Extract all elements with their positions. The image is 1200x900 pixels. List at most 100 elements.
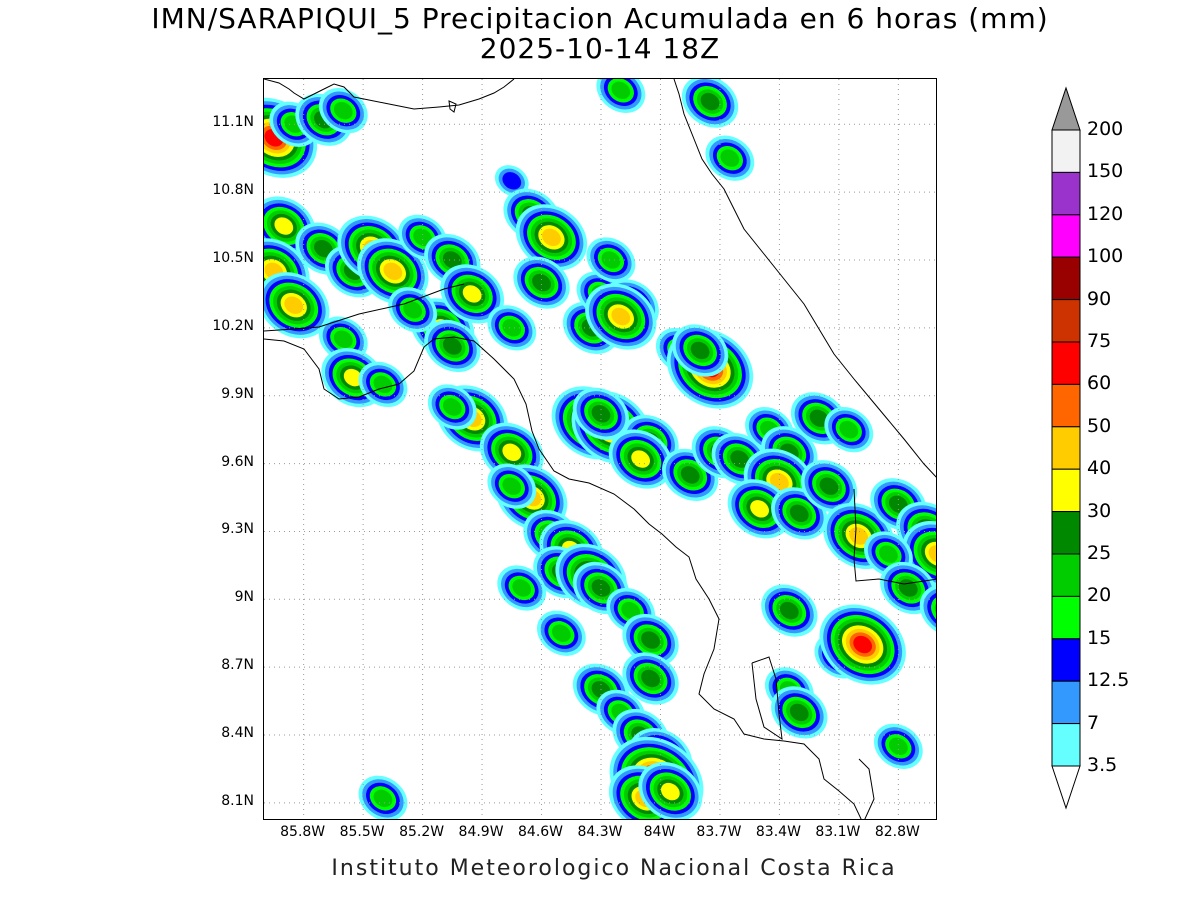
colorbar-level-label: 15 <box>1087 626 1112 649</box>
colorbar-level-label: 3.5 <box>1087 754 1118 776</box>
precip-contour <box>383 262 403 280</box>
map-title: IMN/SARAPIQUI_5 Precipitacion Acumulada … <box>151 2 1049 35</box>
precip-contour <box>284 296 304 314</box>
precip-contour <box>690 341 710 360</box>
longitude-tick-label: 83.4W <box>755 824 801 840</box>
precip-contour <box>442 337 462 355</box>
colorbar-swatch <box>1051 511 1081 555</box>
colorbar-legend <box>1051 86 1081 810</box>
latitude-tick-label: 8.4N <box>221 725 254 742</box>
colorbar-level-label: 100 <box>1087 245 1124 268</box>
longitude-tick-label: 83.1W <box>815 824 861 840</box>
precip-contour <box>333 330 353 348</box>
colorbar-swatch <box>1051 468 1081 513</box>
longitude-tick-label: 84W <box>643 824 676 840</box>
colorbar-swatch <box>1051 553 1081 597</box>
colorbar-level-label: 25 <box>1087 542 1112 564</box>
latitude-tick-label: 10.2N <box>212 317 254 334</box>
colorbar-level-label: 150 <box>1087 160 1124 183</box>
osa-peninsula <box>751 656 783 741</box>
colorbar-level-label: 75 <box>1087 330 1112 352</box>
precipitation-field <box>264 79 936 819</box>
precip-contour <box>502 477 522 495</box>
border-panama <box>853 488 936 585</box>
precip-contour <box>542 228 561 247</box>
precip-contour <box>888 737 908 756</box>
coastline-borders <box>264 79 936 819</box>
precip-contour <box>770 472 789 491</box>
footer-credit: Instituto Meteorologico Nacional Costa R… <box>331 856 897 881</box>
longitude-tick-label: 85.8W <box>280 824 326 840</box>
latitude-tick-label: 8.1N <box>221 792 254 809</box>
precip-contour <box>274 217 294 235</box>
longitude-tick-label: 85.2W <box>399 824 445 840</box>
precipitation-map <box>263 78 937 820</box>
colorbar-swatch <box>1051 171 1081 216</box>
precip-contour <box>928 545 936 563</box>
precip-contour <box>333 101 353 120</box>
precip-contour <box>631 450 651 468</box>
precip-contour <box>789 703 809 722</box>
precip-contour <box>462 285 482 303</box>
precip-contour <box>591 405 611 423</box>
precip-contour <box>660 782 680 801</box>
precip-contour <box>591 579 611 597</box>
latitude-tick-label: 11.1N <box>212 114 254 131</box>
longitude-tick-label: 85.5W <box>339 824 385 840</box>
colorbar-min-arrow <box>1051 765 1081 810</box>
precip-contour <box>551 624 571 642</box>
precip-contour <box>611 307 631 326</box>
latitude-tick-label: 8.7N <box>221 657 254 674</box>
map-canvas <box>264 79 936 819</box>
lat-lon-grid <box>264 79 936 819</box>
colorbar-level-label: 50 <box>1087 414 1112 437</box>
pacific-coastline <box>264 79 515 110</box>
precip-contour <box>621 601 641 620</box>
burica-peninsula <box>858 758 875 819</box>
costa-rica-pacific-coast <box>264 336 862 819</box>
latitude-tick-label: 9N <box>234 589 254 606</box>
precip-contour <box>373 789 393 808</box>
precip-contour <box>373 375 393 394</box>
precip-contour <box>779 601 799 620</box>
colorbar-swatch <box>1051 129 1081 173</box>
precip-contour <box>750 500 769 518</box>
precip-contour <box>839 420 859 439</box>
colorbar-level-label: 7 <box>1087 711 1100 734</box>
caribbean-coast <box>673 79 936 478</box>
precip-contour <box>680 466 700 484</box>
longitude-tick-label: 84.6W <box>518 824 564 840</box>
latitude-tick-label: 10.8N <box>212 182 254 199</box>
precip-contour <box>314 239 333 258</box>
precip-contour <box>601 251 621 269</box>
precip-contour <box>789 504 809 523</box>
precip-contour <box>442 398 462 416</box>
precip-contour <box>853 635 873 654</box>
precip-contour <box>641 631 660 649</box>
precip-contour <box>502 172 522 190</box>
colorbar-level-label: 90 <box>1087 287 1112 310</box>
colorbar-level-label: 120 <box>1087 202 1124 225</box>
precip-contour <box>611 81 631 100</box>
colorbar-swatch <box>1051 214 1081 258</box>
precip-contour <box>819 477 839 495</box>
precip-contour <box>641 669 660 688</box>
precip-contour <box>879 545 898 563</box>
precip-contour <box>532 273 551 292</box>
colorbar-level-label: 12.5 <box>1087 669 1130 692</box>
border-nicaragua <box>264 283 465 332</box>
colorbar-swatch <box>1051 341 1081 385</box>
latitude-tick-label: 10.5N <box>212 249 254 266</box>
latitude-tick-label: 9.3N <box>221 521 254 538</box>
colorbar-level-label: 200 <box>1087 118 1124 140</box>
precip-contour <box>502 319 522 337</box>
precip-contour <box>720 149 740 167</box>
colorbar-max-arrow <box>1051 86 1081 131</box>
latitude-tick-label: 9.9N <box>221 385 254 402</box>
colorbar-level-label: 20 <box>1087 584 1112 607</box>
colorbar-swatch <box>1051 426 1081 470</box>
colorbar-level-label: 40 <box>1087 457 1112 480</box>
colorbar-swatch <box>1051 680 1081 725</box>
colorbar-level-label: 60 <box>1087 372 1112 395</box>
precip-contour <box>343 368 363 387</box>
